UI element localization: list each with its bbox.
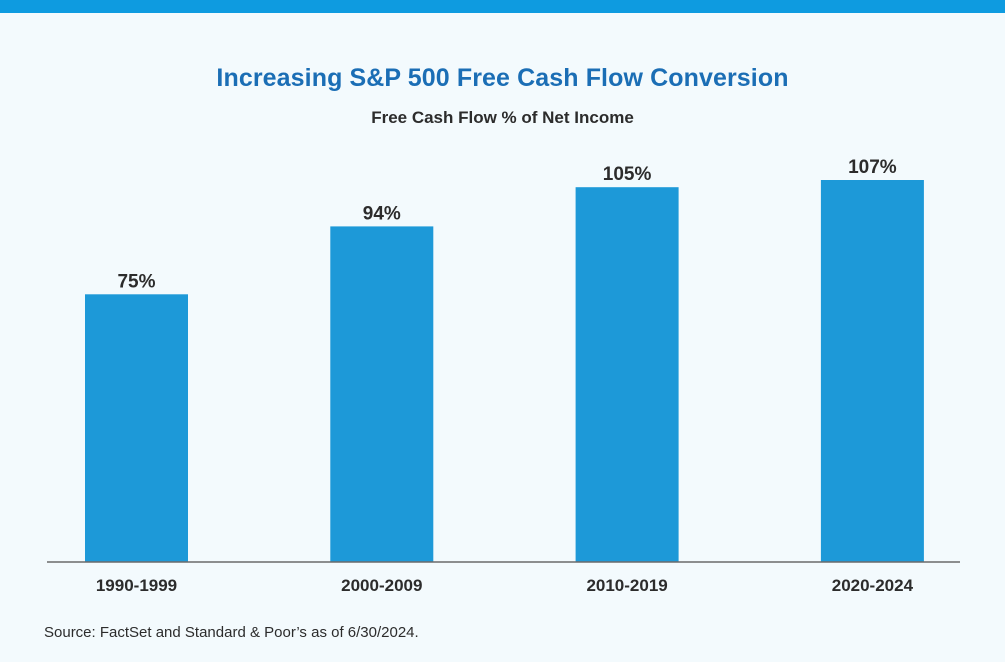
data-label-2020-2024: 107% [848,157,897,178]
bar-1990-1999 [85,294,188,563]
tick-label-2010-2019: 2010-2019 [586,576,667,595]
tick-label-1990-1999: 1990-1999 [96,576,177,595]
bar-2020-2024 [820,180,924,562]
data-label-2010-2019: 105% [603,164,652,185]
chart-title: Increasing S&P 500 Free Cash Flow Conver… [216,64,789,92]
bar-2000-2009 [330,226,434,562]
bar-2010-2019 [575,187,679,562]
bars-group [85,180,924,563]
tick-label-2020-2024: 2020-2024 [832,576,914,595]
value-labels-group: 75% 94% 105% 107% [117,157,896,292]
top-accent-bar [0,0,1005,13]
source-note: Source: FactSet and Standard & Poor’s as… [44,624,419,641]
category-labels-group: 1990-1999 2000-2009 2010-2019 2020-2024 [96,576,914,595]
data-label-1990-1999: 75% [117,271,155,292]
data-label-2000-2009: 94% [363,203,401,224]
tick-label-2000-2009: 2000-2009 [341,576,422,595]
chart-subtitle: Free Cash Flow % of Net Income [371,108,634,127]
